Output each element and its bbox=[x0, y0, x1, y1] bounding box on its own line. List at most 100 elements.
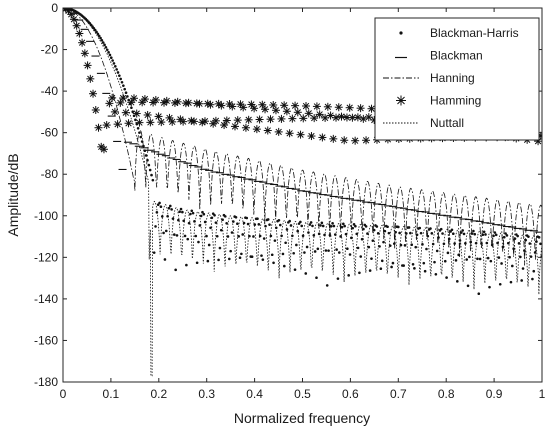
data-point bbox=[519, 255, 522, 259]
data-point bbox=[466, 284, 470, 288]
y-tick-label: 0 bbox=[51, 1, 58, 15]
data-point bbox=[439, 227, 443, 231]
data-point bbox=[238, 256, 242, 260]
data-point bbox=[308, 223, 312, 226]
data-point bbox=[101, 41, 105, 44]
y-tick-label: -40 bbox=[41, 84, 59, 98]
data-point bbox=[325, 284, 329, 287]
data-point bbox=[83, 61, 92, 70]
data-point bbox=[539, 242, 542, 246]
data-point bbox=[205, 234, 208, 238]
data-point bbox=[225, 222, 228, 225]
data-point bbox=[486, 256, 490, 260]
data-point bbox=[398, 231, 401, 235]
data-point bbox=[104, 45, 108, 49]
data-point bbox=[195, 261, 199, 265]
data-point bbox=[273, 239, 277, 242]
data-point bbox=[194, 234, 198, 238]
data-point bbox=[508, 255, 511, 259]
data-point bbox=[183, 234, 187, 238]
x-axis-label: Normalized frequency bbox=[234, 410, 370, 426]
data-point bbox=[100, 38, 104, 42]
data-point bbox=[529, 255, 533, 258]
data-point bbox=[241, 123, 250, 132]
data-point bbox=[280, 101, 289, 110]
data-point bbox=[226, 235, 230, 238]
data-point bbox=[311, 224, 314, 228]
data-point bbox=[255, 115, 264, 124]
data-point bbox=[96, 32, 100, 36]
data-point bbox=[299, 220, 302, 224]
data-point bbox=[179, 207, 183, 211]
data-point bbox=[262, 237, 266, 240]
data-point bbox=[277, 218, 281, 222]
data-point bbox=[364, 113, 373, 122]
y-tick-label: -100 bbox=[34, 209, 58, 223]
data-point bbox=[359, 114, 368, 123]
data-point bbox=[347, 274, 350, 277]
data-point bbox=[168, 204, 172, 208]
data-point bbox=[282, 107, 291, 116]
data-point bbox=[111, 59, 114, 62]
data-point bbox=[174, 268, 177, 272]
data-point bbox=[147, 163, 151, 167]
series-line bbox=[63, 8, 542, 266]
data-point bbox=[173, 233, 176, 236]
data-point bbox=[200, 117, 209, 126]
data-point bbox=[527, 235, 530, 238]
data-point bbox=[86, 74, 95, 83]
data-point bbox=[185, 263, 188, 267]
data-point bbox=[239, 103, 248, 112]
data-point bbox=[140, 95, 149, 104]
data-point bbox=[386, 225, 389, 229]
legend-label: Hamming bbox=[430, 94, 481, 108]
data-point bbox=[215, 234, 219, 238]
data-point bbox=[124, 119, 133, 128]
legend-item: Hamming bbox=[396, 94, 481, 108]
data-point bbox=[358, 271, 361, 275]
data-point bbox=[124, 91, 128, 95]
data-point bbox=[195, 99, 204, 108]
data-point bbox=[250, 255, 254, 259]
data-point bbox=[229, 249, 232, 253]
data-point bbox=[190, 117, 199, 126]
data-point bbox=[231, 122, 240, 131]
data-point bbox=[191, 211, 195, 215]
data-point bbox=[219, 228, 223, 232]
y-tick-label: -80 bbox=[41, 167, 59, 181]
data-point bbox=[236, 222, 239, 226]
data-point bbox=[335, 248, 338, 251]
data-point bbox=[284, 241, 287, 245]
data-point bbox=[473, 232, 477, 236]
data-point bbox=[154, 225, 157, 228]
data-point bbox=[121, 108, 130, 117]
data-point bbox=[450, 228, 454, 232]
data-point bbox=[296, 130, 305, 139]
data-point bbox=[327, 249, 330, 252]
data-point bbox=[152, 251, 156, 254]
data-point bbox=[472, 229, 475, 233]
data-point bbox=[337, 251, 341, 254]
data-point bbox=[154, 112, 163, 121]
data-point bbox=[159, 205, 163, 209]
data-point bbox=[143, 149, 147, 153]
data-point bbox=[252, 235, 255, 238]
data-point bbox=[234, 215, 238, 219]
data-point bbox=[167, 206, 171, 210]
y-tick-label: -60 bbox=[41, 126, 59, 140]
data-point bbox=[342, 222, 345, 226]
data-point bbox=[258, 100, 267, 109]
data-point bbox=[367, 245, 371, 249]
data-point bbox=[252, 125, 261, 134]
data-point bbox=[375, 225, 379, 228]
data-point bbox=[355, 232, 359, 236]
legend-swatch bbox=[396, 95, 406, 106]
legend-item: Blackman bbox=[395, 49, 483, 63]
data-point bbox=[516, 234, 519, 238]
data-point bbox=[305, 245, 309, 249]
data-point bbox=[346, 247, 349, 251]
data-point bbox=[289, 224, 293, 227]
data-point bbox=[126, 95, 129, 98]
x-tick-label: 0 bbox=[60, 387, 67, 401]
series-blackman bbox=[63, 8, 542, 233]
